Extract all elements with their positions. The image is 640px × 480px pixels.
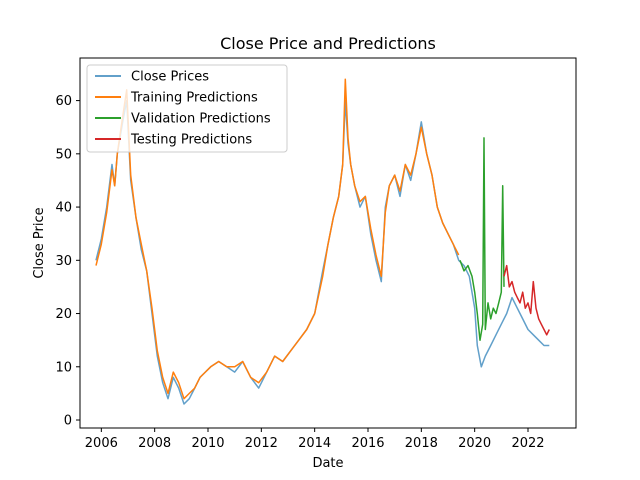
legend-label-testing-predictions: Testing Predictions (130, 133, 252, 148)
y-tick-label: 30 (55, 254, 72, 269)
legend-label-validation-predictions: Validation Predictions (131, 112, 271, 127)
legend: Close Prices Training Predictions Validati… (86, 64, 288, 153)
x-tick-label: 2008 (138, 436, 171, 451)
series-line-testing-predictions (503, 264, 550, 336)
legend-box (86, 64, 288, 153)
x-tick-label: 2018 (405, 436, 438, 451)
y-tick-label: 0 (64, 414, 72, 429)
y-tick-label: 10 (55, 360, 72, 375)
y-tick-label: 60 (55, 94, 72, 109)
x-tick-label: 2012 (245, 436, 278, 451)
x-tick-label: 2016 (351, 436, 384, 451)
x-axis-title: Date (312, 456, 343, 471)
plot-lines (95, 78, 550, 405)
x-tick-label: 2022 (511, 436, 544, 451)
x-tick-label: 2010 (191, 436, 224, 451)
x-axis: 2006 2008 2010 2012 2014 2016 2018 2020 2022 (85, 428, 545, 451)
y-tick-label: 50 (55, 147, 72, 162)
y-tick-label: 20 (55, 307, 72, 322)
chart-title: Close Price and Predictions (220, 34, 436, 53)
y-tick-label: 40 (55, 201, 72, 216)
legend-label-close-prices: Close Prices (131, 70, 209, 85)
plot-frame (79, 57, 577, 429)
y-axis: 0 10 20 30 40 50 60 (55, 94, 80, 429)
legend-label-training-predictions: Training Predictions (130, 91, 258, 106)
x-tick-label: 2006 (85, 436, 118, 451)
y-axis-title: Close Price (32, 207, 47, 278)
x-tick-label: 2014 (298, 436, 331, 451)
series-line-training-predictions (95, 78, 460, 400)
series-line-validation-predictions (459, 137, 505, 341)
x-tick-label: 2020 (458, 436, 491, 451)
